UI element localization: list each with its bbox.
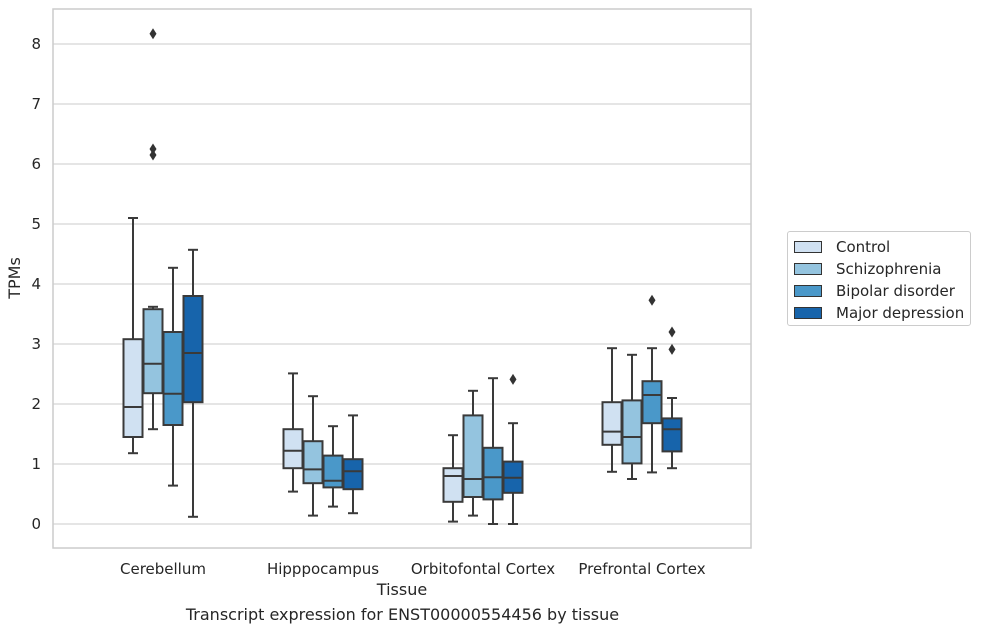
box-2-3 — [502, 373, 524, 525]
chart-legend: Control Schizophrenia Bipolar disorder M… — [787, 231, 971, 326]
outlier-point — [668, 343, 676, 355]
box-0-3 — [182, 248, 204, 518]
legend-item-major-depression: Major depression — [794, 302, 964, 324]
legend-swatch-major-depression — [794, 307, 822, 319]
box-body — [342, 458, 364, 491]
box-2-1 — [462, 389, 484, 517]
y-tick-label: 7 — [31, 95, 41, 113]
y-axis-title: TPMs — [5, 257, 24, 300]
box-0-1 — [142, 28, 164, 431]
box-1-0 — [282, 372, 304, 493]
legend-swatch-control — [794, 241, 822, 253]
box-2-2 — [482, 377, 504, 525]
box-body — [162, 331, 184, 426]
x-tick-label: Cerebellum — [120, 560, 206, 578]
legend-item-control: Control — [794, 236, 890, 258]
outlier-point — [509, 373, 517, 385]
box-3-0 — [601, 347, 623, 473]
box-body — [641, 380, 663, 425]
y-tick-label: 8 — [31, 35, 41, 53]
y-tick-label: 4 — [31, 275, 41, 293]
legend-swatch-schizophrenia — [794, 263, 822, 275]
box-body — [182, 295, 204, 404]
x-tick-label: Prefrontal Cortex — [578, 560, 705, 578]
box-body — [142, 308, 164, 395]
y-tick-label: 2 — [31, 395, 41, 413]
box-1-3 — [342, 414, 364, 515]
legend-label-major-depression: Major depression — [836, 304, 965, 322]
box-3-2 — [641, 294, 663, 474]
chart-caption: Transcript expression for ENST0000055445… — [185, 605, 620, 624]
y-tick-label: 1 — [31, 455, 41, 473]
legend-label-control: Control — [836, 238, 891, 256]
box-3-3 — [661, 326, 683, 470]
x-axis-title: Tissue — [376, 580, 427, 599]
box-body — [621, 399, 643, 465]
outlier-point — [668, 326, 676, 338]
plot-frame — [52, 8, 752, 549]
legend-swatch-bipolar-disorder — [794, 285, 822, 297]
legend-item-schizophrenia: Schizophrenia — [794, 258, 941, 280]
x-tick-label: Orbitofontal Cortex — [411, 560, 555, 578]
box-0-2 — [162, 266, 184, 487]
outlier-point — [149, 149, 157, 161]
y-tick-label: 5 — [31, 215, 41, 233]
box-body — [302, 440, 324, 485]
box-1-2 — [322, 425, 344, 508]
y-tick-label: 6 — [31, 155, 41, 173]
outlier-point — [149, 28, 157, 40]
box-body — [482, 446, 504, 501]
box-0-0 — [122, 217, 144, 455]
box-2-0 — [442, 434, 464, 523]
box-body — [462, 414, 484, 498]
legend-item-bipolar-disorder: Bipolar disorder — [794, 280, 955, 302]
y-tick-label: 3 — [31, 335, 41, 353]
outlier-point — [149, 143, 157, 155]
box-body — [661, 417, 683, 453]
legend-label-bipolar-disorder: Bipolar disorder — [836, 282, 955, 300]
box-body — [322, 454, 344, 489]
box-3-1 — [621, 353, 643, 480]
x-tick-label: Hipppocampus — [267, 560, 379, 578]
y-tick-label: 0 — [31, 515, 41, 533]
outlier-point — [648, 294, 656, 306]
box-body — [282, 428, 304, 470]
box-body — [601, 401, 623, 446]
box-body — [122, 338, 144, 439]
legend-label-schizophrenia: Schizophrenia — [836, 260, 942, 278]
box-1-1 — [302, 395, 324, 517]
box-body — [442, 467, 464, 503]
